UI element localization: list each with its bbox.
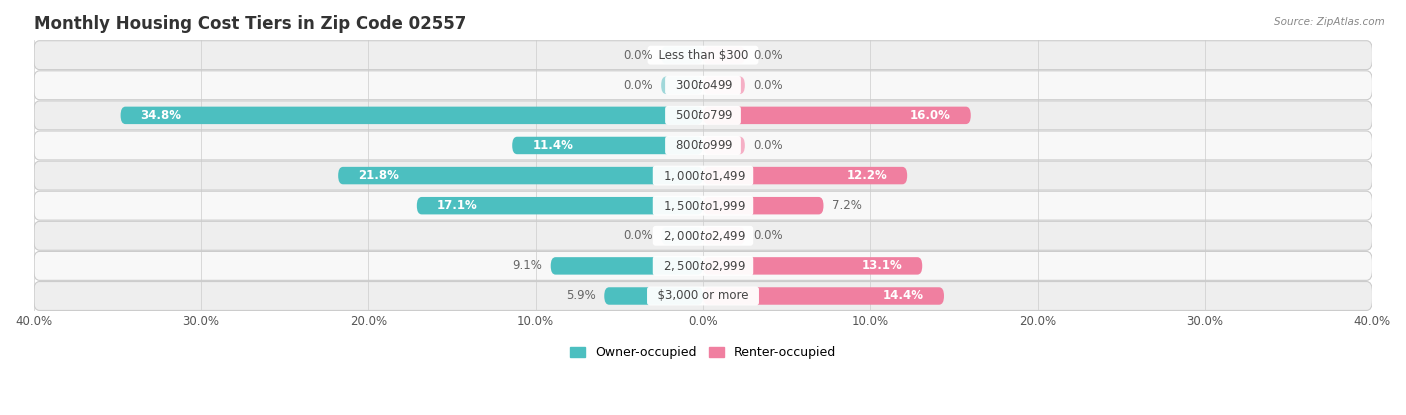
FancyBboxPatch shape	[661, 46, 703, 64]
Legend: Owner-occupied, Renter-occupied: Owner-occupied, Renter-occupied	[565, 342, 841, 364]
Text: 0.0%: 0.0%	[754, 49, 783, 62]
Text: 0.0%: 0.0%	[623, 79, 652, 92]
Text: $2,000 to $2,499: $2,000 to $2,499	[655, 229, 751, 243]
Text: 14.4%: 14.4%	[883, 290, 924, 303]
Text: 0.0%: 0.0%	[623, 229, 652, 242]
FancyBboxPatch shape	[121, 107, 703, 124]
Text: 34.8%: 34.8%	[141, 109, 181, 122]
Text: Source: ZipAtlas.com: Source: ZipAtlas.com	[1274, 17, 1385, 27]
FancyBboxPatch shape	[34, 191, 1372, 220]
FancyBboxPatch shape	[703, 227, 745, 244]
FancyBboxPatch shape	[703, 287, 943, 305]
Text: $2,500 to $2,999: $2,500 to $2,999	[655, 259, 751, 273]
Text: $800 to $999: $800 to $999	[668, 139, 738, 152]
Text: 0.0%: 0.0%	[754, 229, 783, 242]
FancyBboxPatch shape	[703, 257, 922, 275]
Text: 0.0%: 0.0%	[754, 79, 783, 92]
FancyBboxPatch shape	[34, 251, 1372, 281]
Text: 0.0%: 0.0%	[754, 139, 783, 152]
FancyBboxPatch shape	[661, 76, 703, 94]
FancyBboxPatch shape	[703, 76, 745, 94]
Text: 21.8%: 21.8%	[359, 169, 399, 182]
Text: $3,000 or more: $3,000 or more	[650, 290, 756, 303]
FancyBboxPatch shape	[703, 137, 745, 154]
FancyBboxPatch shape	[34, 71, 1372, 100]
Text: 17.1%: 17.1%	[437, 199, 478, 212]
Text: Monthly Housing Cost Tiers in Zip Code 02557: Monthly Housing Cost Tiers in Zip Code 0…	[34, 15, 465, 33]
Text: 9.1%: 9.1%	[512, 259, 543, 272]
Text: 11.4%: 11.4%	[533, 139, 574, 152]
FancyBboxPatch shape	[34, 101, 1372, 130]
FancyBboxPatch shape	[339, 167, 703, 184]
FancyBboxPatch shape	[512, 137, 703, 154]
Text: 5.9%: 5.9%	[567, 290, 596, 303]
FancyBboxPatch shape	[703, 107, 970, 124]
FancyBboxPatch shape	[416, 197, 703, 215]
FancyBboxPatch shape	[661, 227, 703, 244]
Text: $300 to $499: $300 to $499	[668, 79, 738, 92]
Text: $1,000 to $1,499: $1,000 to $1,499	[655, 168, 751, 183]
Text: 16.0%: 16.0%	[910, 109, 950, 122]
Text: 13.1%: 13.1%	[862, 259, 903, 272]
Text: 0.0%: 0.0%	[623, 49, 652, 62]
FancyBboxPatch shape	[703, 167, 907, 184]
FancyBboxPatch shape	[703, 46, 745, 64]
Text: $500 to $799: $500 to $799	[668, 109, 738, 122]
FancyBboxPatch shape	[34, 41, 1372, 70]
FancyBboxPatch shape	[34, 161, 1372, 190]
Text: 7.2%: 7.2%	[832, 199, 862, 212]
FancyBboxPatch shape	[551, 257, 703, 275]
FancyBboxPatch shape	[34, 131, 1372, 160]
FancyBboxPatch shape	[34, 281, 1372, 310]
Text: $1,500 to $1,999: $1,500 to $1,999	[655, 199, 751, 212]
Text: 12.2%: 12.2%	[846, 169, 887, 182]
FancyBboxPatch shape	[34, 221, 1372, 250]
Text: Less than $300: Less than $300	[651, 49, 755, 62]
FancyBboxPatch shape	[703, 197, 824, 215]
FancyBboxPatch shape	[605, 287, 703, 305]
